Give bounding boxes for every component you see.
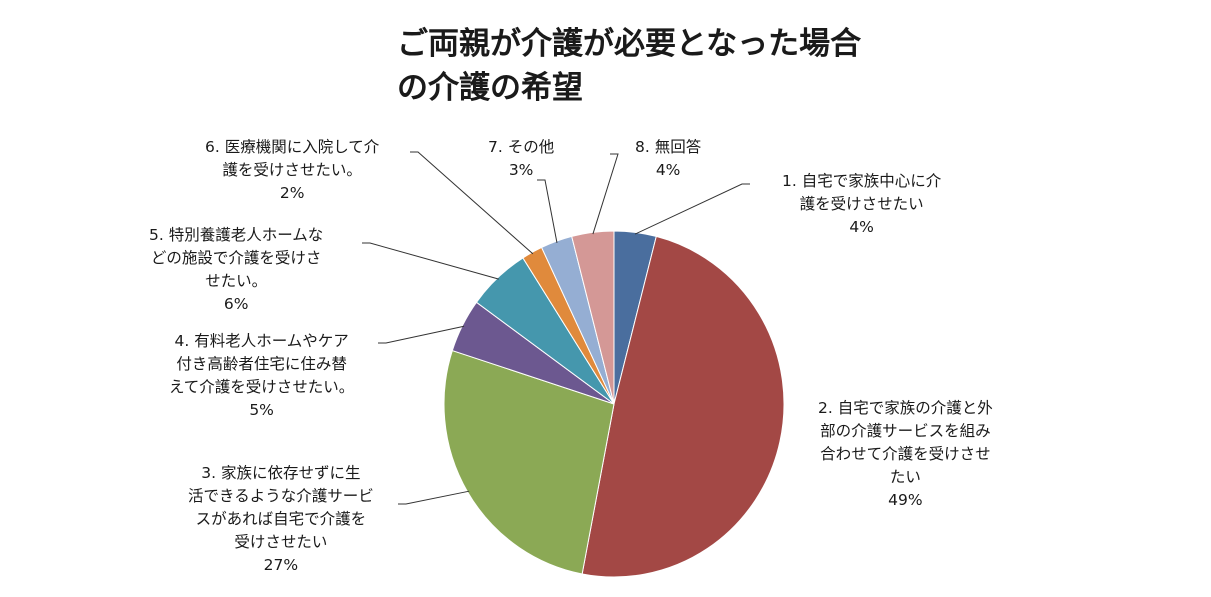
chart-title-line-2: の介護の希望 [397, 70, 583, 106]
slice-label-6: 6. 医療機関に入院して介 護を受けさせたい。 2% [205, 136, 379, 205]
slice-label-line: 受けさせたい [234, 533, 328, 551]
chart-title-line-1: ご両親が介護が必要となった場合 [397, 26, 862, 62]
slice-label-8: 8. 無回答 4% [635, 136, 701, 182]
slice-label-3: 3. 家族に依存せずに生 活できるような介護サービ スがあれば自宅で介護を 受けさせた… [188, 462, 374, 577]
slice-label-line: せたい。 [205, 272, 268, 290]
chart-title: ご両親が介護が必要となった場合 の介護の希望 [397, 22, 917, 110]
slice-label-7: 7. その他 3% [488, 136, 554, 182]
leader-line-6 [410, 151, 534, 255]
slice-label-line: 8. 無回答 [635, 138, 702, 156]
slice-label-line: 部の介護サービスを組み [820, 422, 991, 440]
slice-label-4: 4. 有料老人ホームやケア 付き高齢者住宅に住み替 えて介護を受けさせたい。 5% [169, 330, 354, 422]
slice-percent-label: 2% [279, 184, 305, 202]
slice-label-line: スがあれば自宅で介護を [195, 510, 367, 528]
slice-label-line: 7. その他 [488, 138, 555, 156]
slice-label-line: 護を受けさせたい。 [222, 161, 362, 179]
slice-percent-label: 6% [223, 295, 249, 313]
slice-label-line: 4. 有料老人ホームやケア [174, 332, 349, 350]
slice-percent-label: 4% [655, 161, 681, 179]
slice-label-line: たい [889, 468, 921, 486]
slice-label-line: 6. 医療機関に入院して介 [205, 138, 380, 156]
leader-line-5 [362, 242, 499, 280]
leader-line-8 [592, 153, 619, 235]
slice-label-line: 活できるような介護サービ [188, 487, 374, 505]
leader-line-4 [378, 325, 465, 344]
pie-slice-2 [581, 235, 785, 578]
slice-label-line: えて介護を受けさせたい。 [169, 378, 355, 396]
slice-label-line: 1. 自宅で家族中心に介 [782, 172, 942, 190]
leader-line-3 [398, 490, 470, 505]
slice-label-line: 合わせて介護を受けさせ [820, 445, 991, 463]
slice-percent-label: 3% [508, 161, 534, 179]
slice-label-line: 2. 自宅で家族の介護と外 [818, 399, 993, 417]
slice-label-line: どの施設で介護を受けさ [150, 249, 322, 267]
leader-line-1 [634, 183, 750, 235]
slice-percent-label: 49% [888, 491, 923, 509]
pie-slice-8 [571, 230, 615, 405]
slice-label-5: 5. 特別養護老人ホームな どの施設で介護を受けさ せたい。 6% [149, 224, 323, 316]
slice-label-line: 5. 特別養護老人ホームな [149, 226, 324, 244]
leader-line-7 [537, 179, 558, 243]
slice-label-2: 2. 自宅で家族の介護と外 部の介護サービスを組み 合わせて介護を受けさせ たい 49% [818, 397, 993, 512]
slice-label-line: 付き高齢者住宅に住み替 [176, 355, 347, 373]
slice-percent-label: 27% [263, 556, 299, 574]
slice-label-line: 護を受けさせたい [799, 195, 924, 213]
slice-label-line: 3. 家族に依存せずに生 [201, 464, 361, 482]
slice-label-1: 1. 自宅で家族中心に介 護を受けさせたい 4% [782, 170, 941, 239]
slice-percent-label: 5% [249, 401, 274, 419]
slice-percent-label: 4% [849, 218, 874, 236]
pie-slice-3 [443, 349, 615, 575]
